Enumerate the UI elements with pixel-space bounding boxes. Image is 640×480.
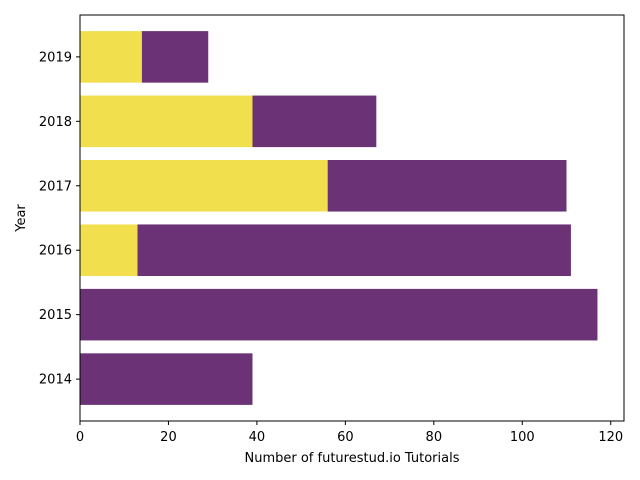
x-tick-label: 40 [249, 430, 266, 445]
x-tick-label: 80 [426, 430, 443, 445]
x-tick-label: 60 [337, 430, 354, 445]
bar-2016-segment-2 [137, 224, 571, 276]
y-axis-label: Year [14, 204, 29, 233]
bar-2019-segment-2 [141, 31, 209, 83]
bar-2018-segment-1 [80, 95, 253, 148]
bar-2019-segment-1 [80, 31, 142, 83]
x-tick-label: 20 [160, 430, 177, 445]
bar-2015-segment-2 [80, 288, 598, 341]
bars-layer [80, 31, 598, 405]
bar-2017-segment-1 [80, 160, 328, 212]
x-tick-label: 0 [76, 430, 84, 445]
y-tick-label: 2016 [39, 244, 72, 259]
y-tick-label: 2019 [39, 50, 72, 65]
x-tick-label: 100 [510, 430, 535, 445]
bar-2016-segment-1 [80, 224, 138, 276]
plot-frame [79, 14, 625, 422]
y-tick-label: 2017 [39, 179, 72, 194]
y-axis: 2014 2015 2016 2017 2018 2019 [39, 50, 80, 388]
bar-2018-segment-2 [252, 95, 377, 148]
y-tick-label: 2015 [39, 308, 72, 323]
x-tick-label: 120 [598, 430, 623, 445]
y-tick-label: 2018 [39, 115, 72, 130]
y-tick-label: 2014 [39, 373, 72, 388]
x-axis-label: Number of futurestud.io Tutorials [245, 451, 460, 466]
x-axis: 0 20 40 60 80 100 120 [76, 421, 623, 445]
bar-2017-segment-2 [327, 160, 567, 212]
bar-2014-segment-2 [80, 353, 253, 405]
